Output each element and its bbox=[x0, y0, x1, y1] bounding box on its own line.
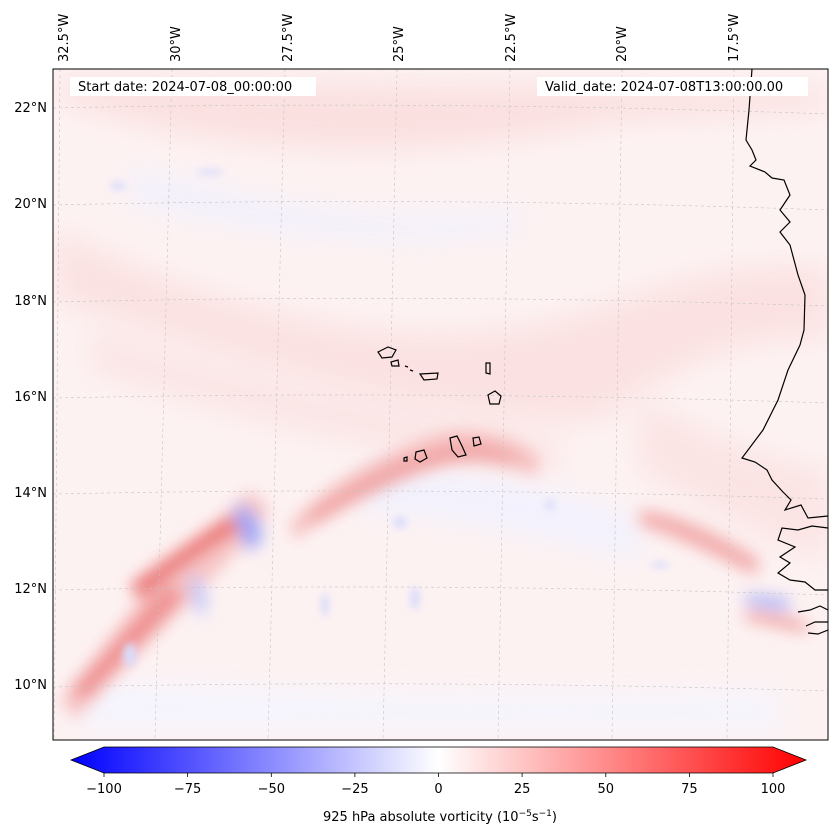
band-upper-pink bbox=[55, 230, 828, 421]
colorbar-tick-label: −75 bbox=[174, 782, 201, 797]
blue-bit bbox=[393, 516, 407, 528]
colorbar-tick-label: 75 bbox=[681, 782, 698, 797]
streak-sw-red bbox=[130, 515, 240, 600]
blue-bit bbox=[410, 586, 420, 610]
lon-label: 25°W bbox=[392, 26, 407, 62]
graticule bbox=[53, 69, 828, 740]
colorbar-tick-label: 100 bbox=[761, 782, 786, 797]
colorbar-body bbox=[69, 746, 808, 774]
streak-sw-inner bbox=[70, 585, 185, 700]
streak-east-red bbox=[745, 612, 810, 632]
colorbar-tick-label: 25 bbox=[514, 782, 531, 797]
strip-core bbox=[310, 447, 515, 525]
start-date-label: Start date: 2024-07-08_00:00:00 bbox=[78, 80, 292, 95]
blue-patch-north bbox=[130, 170, 520, 239]
longitude-labels: 32.5°W 30°W 27.5°W 25°W 22.5°W 20°W 17.5… bbox=[57, 14, 742, 62]
africa-coast-guinea bbox=[797, 605, 828, 635]
lat-label: 16°N bbox=[14, 390, 47, 405]
band-east-pink bbox=[640, 400, 828, 560]
valid-date-label: Valid_date: 2024-07-08T13:00:00.00 bbox=[545, 80, 783, 95]
blue-bit bbox=[650, 562, 670, 568]
blue-bit bbox=[123, 643, 137, 667]
lon-label: 27.5°W bbox=[281, 14, 296, 62]
blue-bit bbox=[321, 593, 329, 617]
lat-label: 14°N bbox=[14, 486, 47, 501]
lat-label: 22°N bbox=[14, 101, 47, 116]
valid-date-box: Valid_date: 2024-07-08T13:00:00.00 bbox=[537, 77, 808, 96]
blue-patch-south bbox=[80, 680, 780, 730]
vorticity-field: Start date: 2024-07-08_00:00:00 Valid_da… bbox=[53, 69, 828, 740]
africa-coast-south bbox=[776, 525, 828, 591]
band-north-pink bbox=[60, 80, 828, 149]
streak-east bbox=[640, 510, 760, 575]
colorbar-label: 925 hPa absolute vorticity (10−5s−1) bbox=[323, 809, 557, 825]
start-date-box: Start date: 2024-07-08_00:00:00 bbox=[70, 77, 316, 96]
colorbar-tick-label: −100 bbox=[86, 782, 122, 797]
cape-verde-islands bbox=[377, 346, 502, 463]
colorbar-tick-labels: −100 −75 −50 −25 0 25 50 75 100 bbox=[86, 782, 785, 797]
lat-label: 10°N bbox=[14, 678, 47, 693]
lon-label: 32.5°W bbox=[57, 14, 72, 62]
streak-sw-blue2 bbox=[188, 575, 207, 615]
africa-coastline bbox=[741, 69, 828, 519]
colorbar-tick-label: −50 bbox=[258, 782, 285, 797]
colorbar-ticks bbox=[103, 773, 774, 777]
lat-label: 12°N bbox=[14, 582, 47, 597]
blue-bit bbox=[196, 169, 224, 175]
lon-label: 17.5°W bbox=[727, 14, 742, 62]
lon-label: 20°W bbox=[615, 26, 630, 62]
colorbar-tick-label: 50 bbox=[598, 782, 615, 797]
lat-label: 20°N bbox=[14, 197, 47, 212]
colorbar-tick-label: 0 bbox=[434, 782, 442, 797]
blue-bit bbox=[545, 500, 555, 510]
lon-label: 22.5°W bbox=[504, 14, 519, 62]
lon-label: 30°W bbox=[169, 26, 184, 62]
blue-patch-central bbox=[360, 470, 640, 560]
blue-bit bbox=[110, 182, 126, 190]
lat-label: 18°N bbox=[14, 294, 47, 309]
colorbar: −100 −75 −50 −25 0 25 50 75 100 925 hPa … bbox=[69, 746, 808, 825]
latitude-labels: 22°N 20°N 18°N 16°N 14°N 12°N 10°N bbox=[14, 101, 47, 693]
streak-east-blue bbox=[745, 595, 790, 610]
colorbar-tick-label: −25 bbox=[341, 782, 368, 797]
streak-sw-blue bbox=[232, 505, 262, 550]
map-frame bbox=[52, 68, 829, 741]
